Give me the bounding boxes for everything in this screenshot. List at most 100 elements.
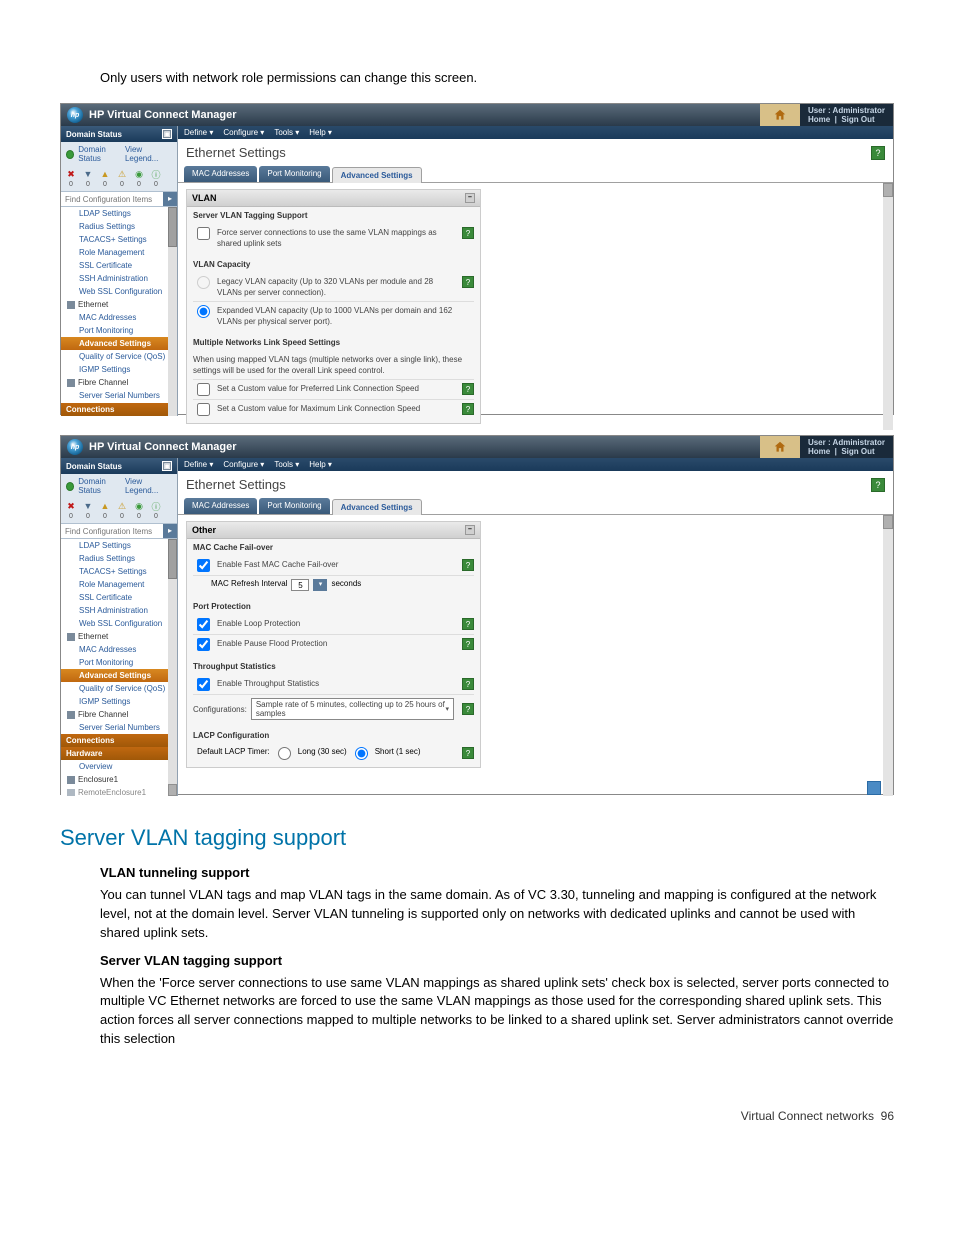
nav-item[interactable]: Ethernet xyxy=(61,298,177,311)
expanded-vlan-radio[interactable] xyxy=(197,305,210,318)
nav-item[interactable]: Advanced Settings xyxy=(61,337,177,350)
help-icon[interactable]: ? xyxy=(462,559,474,571)
nav-item[interactable]: MAC Addresses xyxy=(61,643,177,656)
nav-item[interactable]: Radius Settings xyxy=(61,552,177,565)
nav-item[interactable]: Web SSL Configuration xyxy=(61,285,177,298)
view-legend-link[interactable]: View Legend... xyxy=(125,477,172,495)
help-icon[interactable]: ? xyxy=(462,638,474,650)
domain-status-link[interactable]: Domain Status xyxy=(78,145,125,163)
nav-connections[interactable]: Connections xyxy=(61,403,168,416)
search-input[interactable] xyxy=(61,524,163,538)
config-select[interactable]: Sample rate of 5 minutes, collecting up … xyxy=(251,698,454,720)
help-icon[interactable]: ? xyxy=(462,383,474,395)
filter-icon[interactable]: ▼ xyxy=(83,169,93,179)
menu-item[interactable]: Help ▾ xyxy=(309,460,332,469)
critical-icon[interactable]: ✖ xyxy=(66,501,76,511)
nav-item[interactable]: SSH Administration xyxy=(61,272,177,285)
view-legend-link[interactable]: View Legend... xyxy=(125,145,172,163)
scroll-corner-icon[interactable] xyxy=(867,781,881,795)
nav-item[interactable]: Web SSL Configuration xyxy=(61,617,177,630)
mac-cache-checkbox[interactable] xyxy=(197,559,210,572)
pause-flood-checkbox[interactable] xyxy=(197,638,210,651)
nav-item[interactable]: Quality of Service (QoS) xyxy=(61,682,177,695)
nav-item[interactable]: IGMP Settings xyxy=(61,363,177,376)
help-icon[interactable]: ? xyxy=(462,403,474,415)
home-link[interactable]: Home xyxy=(808,447,830,456)
refresh-interval-input[interactable] xyxy=(291,579,309,591)
nav-item[interactable]: Advanced Settings xyxy=(61,669,177,682)
throughput-checkbox[interactable] xyxy=(197,678,210,691)
menu-item[interactable]: Define ▾ xyxy=(184,128,213,137)
content-scrollbar[interactable] xyxy=(883,183,893,430)
preferred-speed-checkbox[interactable] xyxy=(197,383,210,396)
nav-item[interactable]: IGMP Settings xyxy=(61,695,177,708)
nav-scrollbar[interactable] xyxy=(168,207,177,416)
nav-item[interactable]: LDAP Settings xyxy=(61,207,177,220)
lacp-short-radio[interactable] xyxy=(355,747,368,760)
nav-section[interactable]: Connections xyxy=(61,734,177,747)
nav-item[interactable]: TACACS+ Settings xyxy=(61,233,177,246)
help-icon[interactable]: ? xyxy=(462,618,474,630)
max-speed-checkbox[interactable] xyxy=(197,403,210,416)
warning-icon[interactable]: ⚠ xyxy=(117,501,127,511)
search-go-icon[interactable]: ▸ xyxy=(163,524,177,538)
critical-icon[interactable]: ✖ xyxy=(66,169,76,179)
loop-protection-checkbox[interactable] xyxy=(197,618,210,631)
menu-item[interactable]: Define ▾ xyxy=(184,460,213,469)
tab-port-monitoring[interactable]: Port Monitoring xyxy=(259,166,329,182)
home-icon[interactable] xyxy=(760,436,800,458)
nav-item[interactable]: Role Management xyxy=(61,246,177,259)
nav-scrollbar[interactable] xyxy=(168,539,177,796)
nav-section[interactable]: Hardware xyxy=(61,747,177,760)
domain-status-link[interactable]: Domain Status xyxy=(78,477,125,495)
nav-item[interactable]: MAC Addresses xyxy=(61,311,177,324)
minor-icon[interactable]: ▲ xyxy=(100,169,110,179)
nav-item[interactable]: SSL Certificate xyxy=(61,259,177,272)
force-vlan-checkbox[interactable] xyxy=(197,227,210,240)
collapse-icon[interactable]: – xyxy=(465,525,475,535)
content-scrollbar[interactable] xyxy=(883,515,893,796)
help-icon[interactable]: ? xyxy=(462,276,474,288)
nav-item[interactable]: Radius Settings xyxy=(61,220,177,233)
info-icon[interactable]: ⓘ xyxy=(151,501,161,511)
lacp-long-radio[interactable] xyxy=(278,747,291,760)
filter-icon[interactable]: ▼ xyxy=(83,501,93,511)
collapse-icon[interactable]: ▣ xyxy=(162,129,172,139)
home-link[interactable]: Home xyxy=(808,115,830,124)
tab-mac-addresses[interactable]: MAC Addresses xyxy=(184,498,257,514)
stepper-icon[interactable]: ▾ xyxy=(313,579,327,591)
menu-item[interactable]: Tools ▾ xyxy=(274,460,299,469)
nav-item[interactable]: Server Serial Numbers xyxy=(61,721,177,734)
nav-item[interactable]: Quality of Service (QoS) xyxy=(61,350,177,363)
signout-link[interactable]: Sign Out xyxy=(841,115,874,124)
search-go-icon[interactable]: ▸ xyxy=(163,192,177,206)
help-icon[interactable]: ? xyxy=(462,227,474,239)
nav-item[interactable]: Fibre Channel xyxy=(61,708,177,721)
menu-item[interactable]: Tools ▾ xyxy=(274,128,299,137)
ok-icon[interactable]: ◉ xyxy=(134,501,144,511)
nav-item[interactable]: Enclosure1 xyxy=(61,773,177,786)
nav-item[interactable]: Port Monitoring xyxy=(61,324,177,337)
menu-item[interactable]: Help ▾ xyxy=(309,128,332,137)
collapse-icon[interactable]: – xyxy=(465,193,475,203)
nav-item[interactable]: Role Management xyxy=(61,578,177,591)
help-icon[interactable]: ? xyxy=(462,747,474,759)
nav-item[interactable]: Overview xyxy=(61,760,177,773)
nav-item[interactable]: Fibre Channel xyxy=(61,376,177,389)
nav-item[interactable]: RemoteEnclosure1 xyxy=(61,786,177,796)
help-icon[interactable]: ? xyxy=(462,703,474,715)
nav-item[interactable]: LDAP Settings xyxy=(61,539,177,552)
nav-item[interactable]: Server Serial Numbers xyxy=(61,389,177,402)
scroll-down-icon[interactable] xyxy=(168,784,177,796)
nav-item[interactable]: SSL Certificate xyxy=(61,591,177,604)
menu-item[interactable]: Configure ▾ xyxy=(223,128,264,137)
minor-icon[interactable]: ▲ xyxy=(100,501,110,511)
tab-advanced-settings[interactable]: Advanced Settings xyxy=(332,167,422,183)
help-icon[interactable]: ? xyxy=(462,678,474,690)
info-icon[interactable]: ⓘ xyxy=(151,169,161,179)
tab-advanced-settings[interactable]: Advanced Settings xyxy=(332,499,422,515)
collapse-icon[interactable]: ▣ xyxy=(162,461,172,471)
ok-icon[interactable]: ◉ xyxy=(134,169,144,179)
home-icon[interactable] xyxy=(760,104,800,126)
signout-link[interactable]: Sign Out xyxy=(841,447,874,456)
